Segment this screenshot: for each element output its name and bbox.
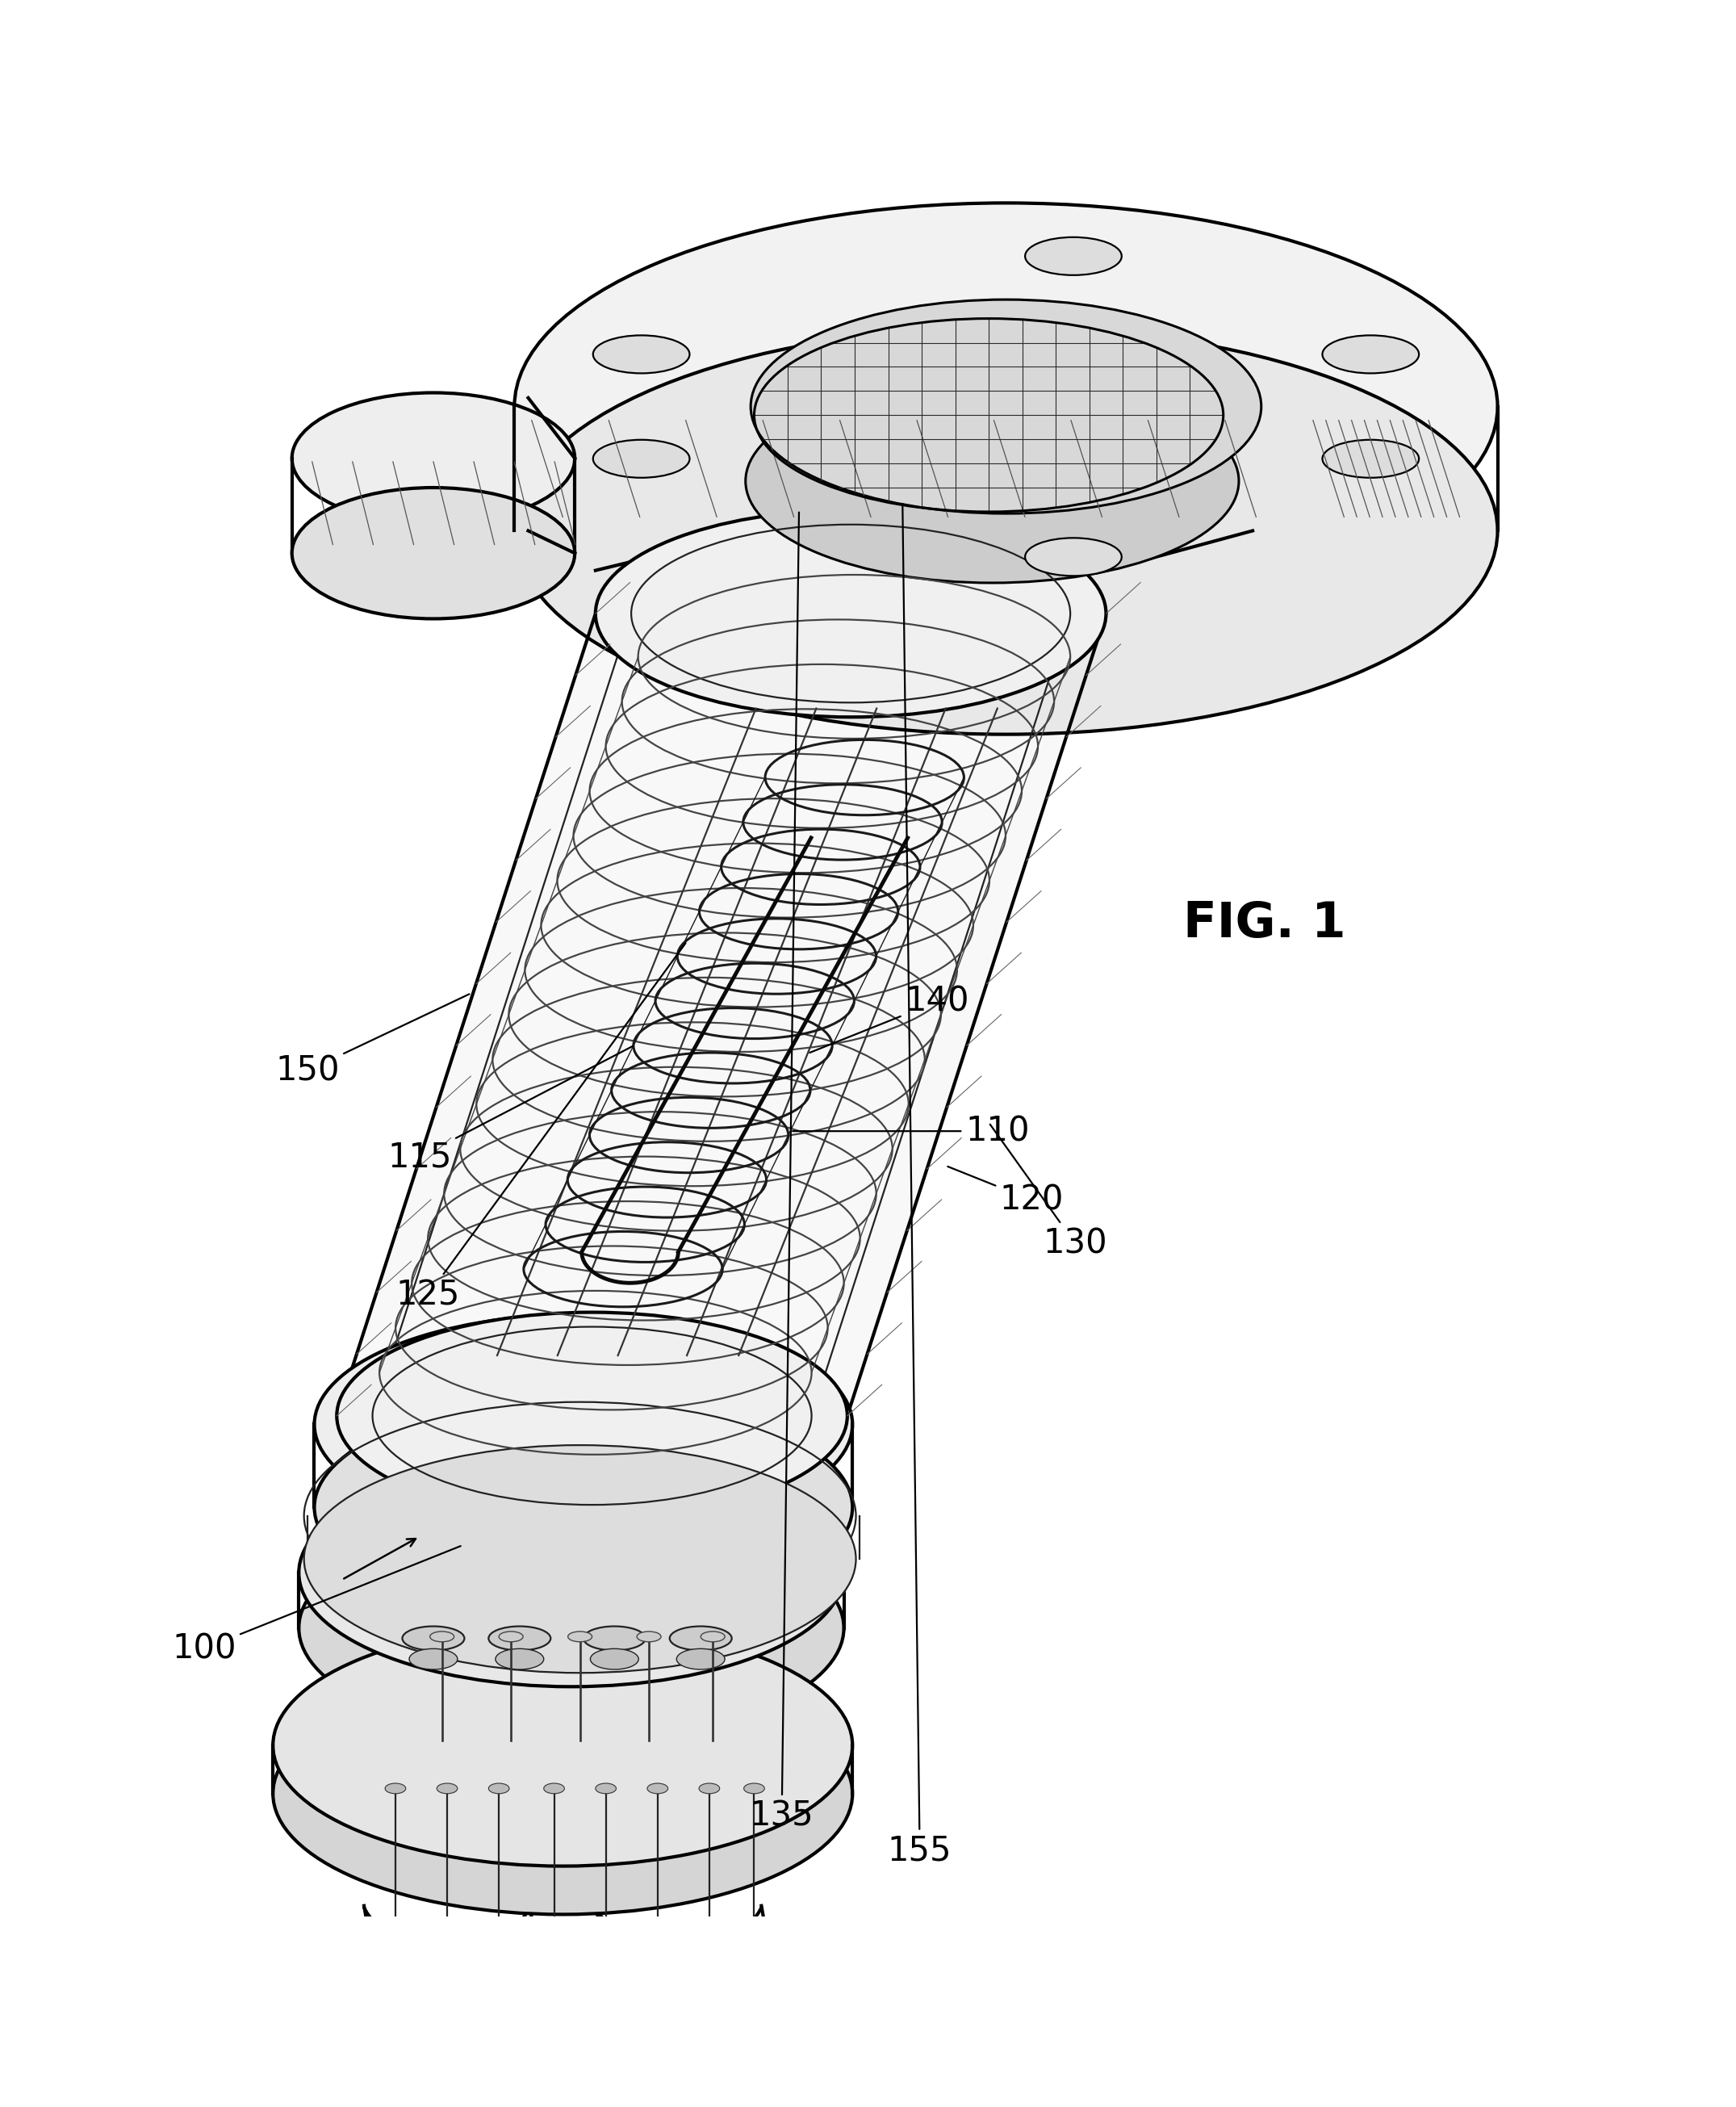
Ellipse shape [1323, 440, 1418, 478]
Ellipse shape [314, 1397, 852, 1618]
Ellipse shape [594, 440, 689, 478]
Polygon shape [337, 613, 1106, 1416]
Text: 155: 155 [887, 504, 951, 1867]
Ellipse shape [273, 1624, 852, 1867]
Ellipse shape [701, 1631, 726, 1641]
Ellipse shape [1024, 238, 1121, 276]
Text: 100: 100 [172, 1547, 460, 1667]
Ellipse shape [495, 1648, 543, 1669]
Text: FIG. 1: FIG. 1 [1184, 900, 1345, 948]
Ellipse shape [594, 335, 689, 373]
Ellipse shape [543, 1783, 564, 1793]
Text: 125: 125 [396, 944, 686, 1313]
Ellipse shape [590, 1648, 639, 1669]
Ellipse shape [410, 1648, 458, 1669]
Ellipse shape [385, 1783, 406, 1793]
Ellipse shape [514, 202, 1498, 611]
Text: 150: 150 [276, 995, 469, 1087]
Text: 130: 130 [990, 1125, 1108, 1260]
Ellipse shape [337, 1313, 847, 1519]
Text: 110: 110 [793, 1115, 1029, 1148]
Ellipse shape [568, 1631, 592, 1641]
Ellipse shape [292, 392, 575, 525]
Ellipse shape [677, 1648, 726, 1669]
Ellipse shape [595, 1783, 616, 1793]
Ellipse shape [304, 1445, 856, 1673]
Ellipse shape [1024, 537, 1121, 575]
Ellipse shape [743, 1783, 764, 1793]
Ellipse shape [595, 510, 1106, 716]
Ellipse shape [745, 379, 1240, 584]
Text: 140: 140 [809, 984, 969, 1054]
Ellipse shape [670, 1627, 733, 1650]
Ellipse shape [273, 1673, 852, 1915]
Ellipse shape [431, 1631, 455, 1641]
Ellipse shape [1323, 335, 1418, 373]
Text: 135: 135 [750, 512, 814, 1833]
Text: 120: 120 [948, 1167, 1064, 1218]
Ellipse shape [437, 1783, 458, 1793]
Ellipse shape [314, 1315, 852, 1534]
Ellipse shape [403, 1627, 465, 1650]
Ellipse shape [498, 1631, 523, 1641]
Ellipse shape [488, 1783, 509, 1793]
Ellipse shape [299, 1458, 844, 1688]
Ellipse shape [700, 1783, 720, 1793]
Ellipse shape [299, 1515, 844, 1742]
Text: 115: 115 [387, 1045, 634, 1174]
Ellipse shape [488, 1627, 550, 1650]
Ellipse shape [637, 1631, 661, 1641]
Ellipse shape [750, 299, 1262, 514]
Ellipse shape [648, 1783, 668, 1793]
Ellipse shape [292, 487, 575, 619]
Ellipse shape [583, 1627, 646, 1650]
Ellipse shape [514, 327, 1498, 735]
